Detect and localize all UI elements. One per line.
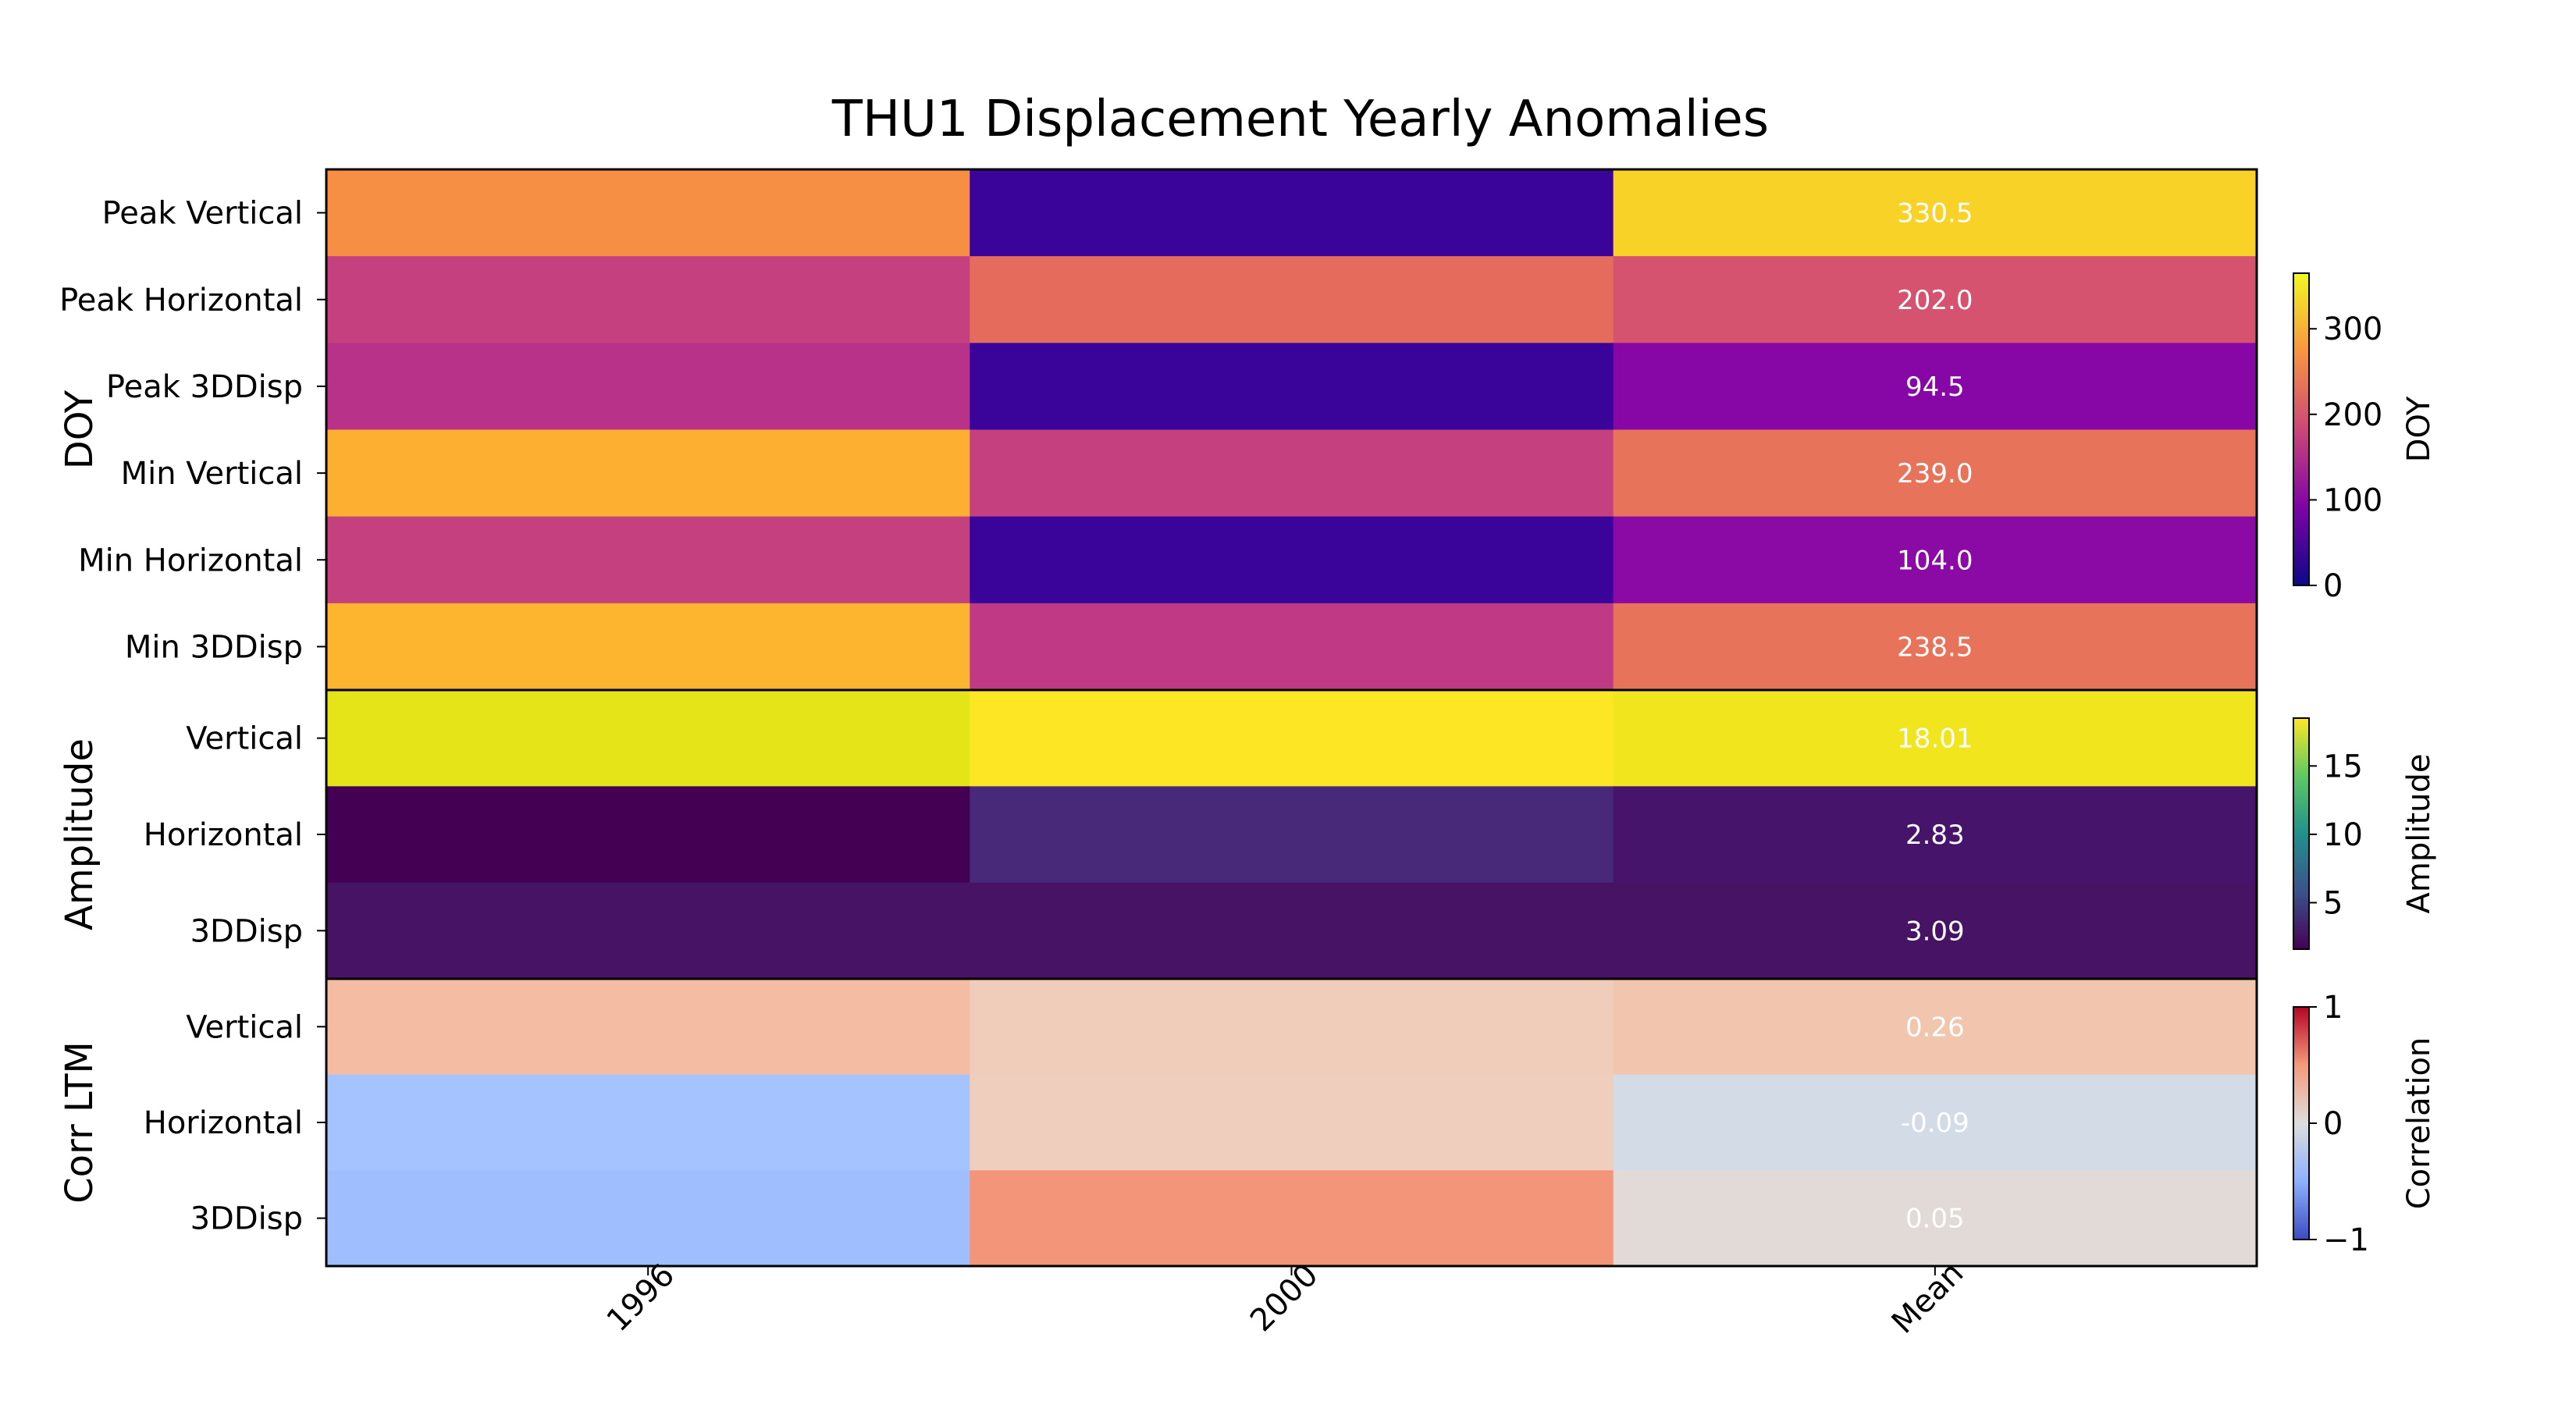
heatmap-cell — [1613, 516, 2258, 604]
x-tick-label: Mean — [1885, 1255, 1971, 1341]
heatmap-cell — [1613, 603, 2258, 691]
x-axis-ticks: 1996 2000 Mean — [600, 1255, 1971, 1341]
group-labels: DOY Amplitude Corr LTM — [58, 389, 101, 1204]
colorbar-tick-label: 0 — [2323, 568, 2343, 604]
cell-value-label: 239.0 — [1897, 458, 1973, 489]
heatmap-cell — [1613, 786, 2258, 884]
row-label: 3DDisp — [190, 1201, 303, 1237]
heatmap-cell — [1613, 979, 2258, 1076]
row-label: Min Horizontal — [78, 542, 303, 578]
colorbar-tick-label: 300 — [2323, 311, 2382, 347]
heatmap-cell — [970, 786, 1614, 884]
colorbar-tick-label: 0 — [2323, 1106, 2343, 1142]
colorbar-label: Amplitude — [2401, 754, 2437, 914]
heatmap-cell — [326, 516, 970, 604]
colorbar-tick-label: 5 — [2323, 885, 2343, 921]
heatmap-cell — [970, 429, 1614, 518]
cell-value-label: 2.83 — [1905, 820, 1965, 851]
heatmap-cell — [326, 343, 970, 430]
row-label: Vertical — [186, 721, 303, 757]
heatmap-cell — [1613, 256, 2258, 343]
colorbar-coolwarm — [2293, 1006, 2310, 1240]
heatmap-cell — [326, 882, 970, 980]
colorbar-tick-label: 200 — [2323, 397, 2382, 433]
heatmap-cell — [970, 169, 1614, 257]
heatmap-cell — [326, 1074, 970, 1171]
heatmap-cell — [326, 169, 970, 257]
colorbar-tick-label: 100 — [2323, 482, 2382, 518]
cell-value-label: -0.09 — [1901, 1108, 1969, 1139]
cell-value-label: 202.0 — [1897, 285, 1973, 316]
colorbar-plasma — [2293, 272, 2310, 586]
x-tick-label: 1996 — [600, 1257, 682, 1339]
cell-value-label: 94.5 — [1905, 372, 1965, 403]
heatmap-cell — [970, 516, 1614, 604]
heatmap-cell — [326, 429, 970, 518]
row-label: Horizontal — [144, 817, 303, 853]
cell-value-label: 18.01 — [1897, 724, 1973, 755]
heatmap-cell — [970, 1074, 1614, 1171]
heatmap-cell — [970, 690, 1614, 787]
heatmap-cells: 330.5 202.0 94.5 239.0 104.0 238.5 18.01 2.83 3.… — [325, 168, 2258, 1268]
row-label: Peak Vertical — [102, 196, 303, 232]
row-label: Min 3DDisp — [125, 629, 303, 665]
heatmap-cell — [970, 603, 1614, 691]
heatmap-cell — [326, 979, 970, 1076]
heatmap-cell — [970, 256, 1614, 343]
group-label: DOY — [58, 389, 101, 469]
heatmap-cell — [1613, 1170, 2258, 1267]
row-label: 3DDisp — [190, 913, 303, 949]
row-label: Min Vertical — [121, 456, 303, 492]
heatmap-cell — [326, 603, 970, 691]
colorbar-label: Correlation — [2401, 1037, 2437, 1210]
colorbar-label: DOY — [2401, 396, 2437, 462]
heatmap-cell — [1613, 690, 2258, 787]
heatmap-cell — [1613, 169, 2258, 257]
colorbar-tick-label: −1 — [2323, 1222, 2369, 1258]
row-labels: Peak Vertical Peak Horizontal Peak 3DDisp M… — [59, 196, 326, 1237]
row-label: Peak Horizontal — [59, 283, 303, 318]
heatmap-cell — [970, 1170, 1614, 1267]
group-label: Corr LTM — [58, 1041, 101, 1204]
heatmap-cell — [970, 979, 1614, 1076]
heatmap-cell — [970, 343, 1614, 430]
row-label: Horizontal — [144, 1105, 303, 1141]
colorbar-tick-label: 10 — [2323, 817, 2363, 853]
colorbars: 0 100 200 300 DOY 5 10 15 Amplitude −1 0 1 Correlati… — [2293, 272, 2437, 1258]
heatmap-cell — [1613, 429, 2258, 518]
heatmap-cell — [326, 256, 970, 343]
heatmap-cell — [326, 690, 970, 787]
cell-value-label: 330.5 — [1897, 198, 1973, 229]
heatmap-cell — [326, 786, 970, 884]
heatmap-cell — [326, 1170, 970, 1267]
heatmap-cell — [1613, 882, 2258, 980]
heatmap-cell — [1613, 343, 2258, 430]
row-label: Peak 3DDisp — [106, 369, 303, 405]
cell-value-label: 0.26 — [1905, 1012, 1965, 1043]
cell-value-label: 104.0 — [1897, 545, 1973, 576]
cell-value-label: 3.09 — [1905, 916, 1965, 947]
heatmap-cell — [970, 882, 1614, 980]
cell-value-label: 0.05 — [1905, 1204, 1965, 1235]
heatmap-cell — [1613, 1074, 2258, 1171]
colorbar-tick-label: 1 — [2323, 990, 2343, 1026]
colorbar-viridis — [2293, 717, 2310, 950]
colorbar-tick-label: 15 — [2323, 749, 2363, 784]
cell-value-label: 238.5 — [1897, 631, 1973, 663]
chart-title: THU1 Displacement Yearly Anomalies — [831, 91, 1769, 148]
x-tick-label: 2000 — [1244, 1257, 1325, 1339]
row-label: Vertical — [186, 1009, 303, 1045]
group-label: Amplitude — [58, 738, 101, 930]
